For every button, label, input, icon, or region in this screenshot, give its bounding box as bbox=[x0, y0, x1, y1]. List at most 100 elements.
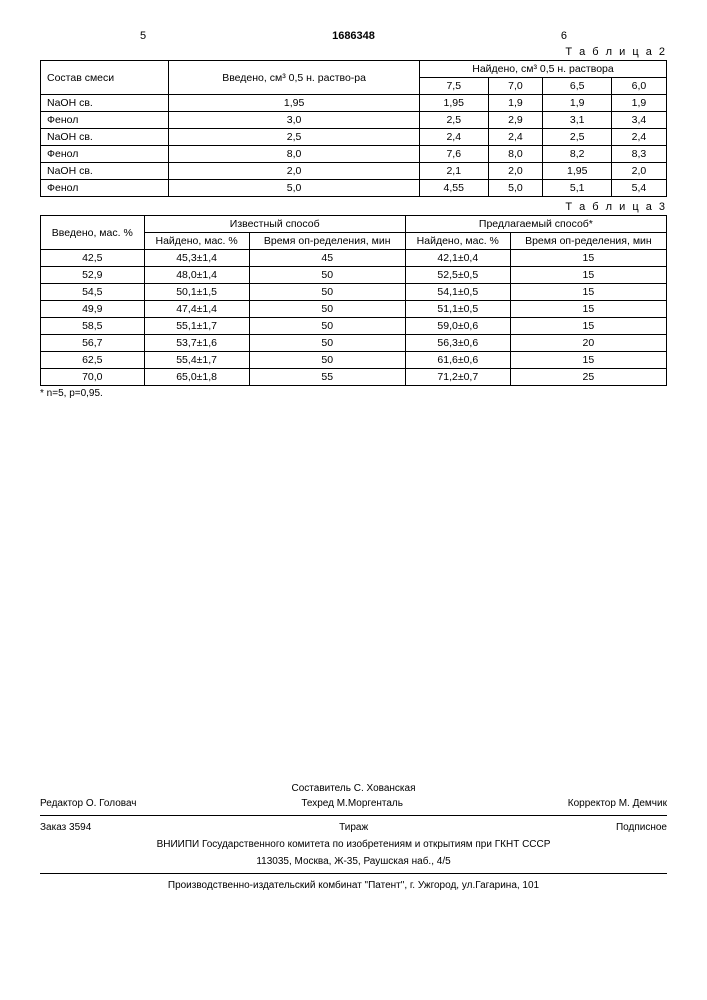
t3-kn: 50,1±1,5 bbox=[144, 284, 249, 301]
t3-predlag-header: Предлагаемый способ* bbox=[405, 216, 666, 233]
zakaz: Заказ 3594 bbox=[40, 820, 91, 835]
footer-divider-2 bbox=[40, 873, 667, 874]
t2-val: 2,4 bbox=[419, 129, 488, 146]
table-row: Фенол3,02,52,93,13,4 bbox=[41, 112, 667, 129]
blank-space bbox=[40, 399, 667, 779]
t3-kt: 50 bbox=[249, 352, 405, 369]
table-row: NaOH св.2,02,12,01,952,0 bbox=[41, 163, 667, 180]
t2-val: 3,4 bbox=[611, 112, 666, 129]
t2-val: 8,3 bbox=[611, 146, 666, 163]
t3-in: 49,9 bbox=[41, 301, 145, 318]
table-row: Фенол8,07,68,08,28,3 bbox=[41, 146, 667, 163]
doc-number: 1686348 bbox=[332, 30, 375, 42]
t3-pn: 52,5±0,5 bbox=[405, 267, 510, 284]
t3-kt: 50 bbox=[249, 301, 405, 318]
texred: Техред М.Моргенталь bbox=[301, 796, 403, 811]
table3-label: Т а б л и ц а 3 bbox=[40, 201, 667, 213]
page-num-right: 6 bbox=[561, 30, 567, 42]
t3-kn-header: Найдено, мас. % bbox=[144, 233, 249, 250]
t3-kn: 53,7±1,6 bbox=[144, 335, 249, 352]
t3-pn: 59,0±0,6 bbox=[405, 318, 510, 335]
t2-sub1: 7,5 bbox=[419, 78, 488, 95]
t3-in: 62,5 bbox=[41, 352, 145, 369]
t2-val: 4,55 bbox=[419, 180, 488, 197]
t2-val: 2,5 bbox=[419, 112, 488, 129]
t3-kt: 50 bbox=[249, 267, 405, 284]
t2-val: 1,9 bbox=[611, 95, 666, 112]
t2-val: 2,4 bbox=[488, 129, 543, 146]
header-page-numbers: 5 1686348 6 bbox=[40, 30, 667, 42]
t2-vvedeno: 2,0 bbox=[169, 163, 420, 180]
t3-pn: 42,1±0,4 bbox=[405, 250, 510, 267]
t3-in: 58,5 bbox=[41, 318, 145, 335]
t2-col1-header: Состав смеси bbox=[41, 61, 169, 95]
t3-pn: 71,2±0,7 bbox=[405, 369, 510, 386]
t2-vvedeno: 1,95 bbox=[169, 95, 420, 112]
t2-val: 2,0 bbox=[611, 163, 666, 180]
t3-in: 42,5 bbox=[41, 250, 145, 267]
t3-pt: 15 bbox=[510, 250, 666, 267]
t2-vvedeno: 5,0 bbox=[169, 180, 420, 197]
t2-val: 8,2 bbox=[543, 146, 612, 163]
t2-label: Фенол bbox=[41, 112, 169, 129]
table-row: 70,065,0±1,85571,2±0,725 bbox=[41, 369, 667, 386]
t3-in: 52,9 bbox=[41, 267, 145, 284]
t2-sub3: 6,5 bbox=[543, 78, 612, 95]
t2-vvedeno: 2,5 bbox=[169, 129, 420, 146]
t3-in: 54,5 bbox=[41, 284, 145, 301]
t2-vvedeno: 3,0 bbox=[169, 112, 420, 129]
table-row: 49,947,4±1,45051,1±0,515 bbox=[41, 301, 667, 318]
t2-val: 7,6 bbox=[419, 146, 488, 163]
t3-in: 70,0 bbox=[41, 369, 145, 386]
t2-val: 1,95 bbox=[543, 163, 612, 180]
t3-pt-header: Время оп-ределения, мин bbox=[510, 233, 666, 250]
t3-izvestny-header: Известный способ bbox=[144, 216, 405, 233]
t3-pn: 56,3±0,6 bbox=[405, 335, 510, 352]
table3: Введено, мас. % Известный способ Предлаг… bbox=[40, 215, 667, 386]
t2-val: 2,4 bbox=[611, 129, 666, 146]
redaktor: Редактор О. Головач bbox=[40, 796, 137, 811]
t2-val: 5,1 bbox=[543, 180, 612, 197]
t3-kt: 45 bbox=[249, 250, 405, 267]
org1: ВНИИПИ Государственного комитета по изоб… bbox=[40, 837, 667, 852]
t2-val: 2,9 bbox=[488, 112, 543, 129]
t2-label: Фенол bbox=[41, 180, 169, 197]
t3-kn: 45,3±1,4 bbox=[144, 250, 249, 267]
t3-kt: 50 bbox=[249, 318, 405, 335]
table2: Состав смеси Введено, см³ 0,5 н. раство-… bbox=[40, 60, 667, 197]
t3-kn: 47,4±1,4 bbox=[144, 301, 249, 318]
t2-val: 5,4 bbox=[611, 180, 666, 197]
footer-block: Составитель С. Хованская Редактор О. Гол… bbox=[40, 781, 667, 893]
t3-pt: 20 bbox=[510, 335, 666, 352]
t3-kt: 50 bbox=[249, 284, 405, 301]
table-row: NaOH св.1,951,951,91,91,9 bbox=[41, 95, 667, 112]
t2-sub2: 7,0 bbox=[488, 78, 543, 95]
t3-vvedeno-header: Введено, мас. % bbox=[41, 216, 145, 250]
t3-kn: 55,1±1,7 bbox=[144, 318, 249, 335]
t2-val: 1,95 bbox=[419, 95, 488, 112]
t3-pn-header: Найдено, мас. % bbox=[405, 233, 510, 250]
t3-pt: 25 bbox=[510, 369, 666, 386]
page-num-left: 5 bbox=[140, 30, 146, 42]
table-row: 56,753,7±1,65056,3±0,620 bbox=[41, 335, 667, 352]
podpisnoe: Подписное bbox=[616, 820, 667, 835]
t2-naideno-header: Найдено, см³ 0,5 н. раствора bbox=[419, 61, 666, 78]
table-row: 62,555,4±1,75061,6±0,615 bbox=[41, 352, 667, 369]
t2-val: 1,9 bbox=[543, 95, 612, 112]
t2-label: NaOH св. bbox=[41, 129, 169, 146]
t2-label: Фенол bbox=[41, 146, 169, 163]
t3-kn: 65,0±1,8 bbox=[144, 369, 249, 386]
t2-sub4: 6,0 bbox=[611, 78, 666, 95]
table-row: 58,555,1±1,75059,0±0,615 bbox=[41, 318, 667, 335]
org2: Производственно-издательский комбинат "П… bbox=[40, 878, 667, 893]
t3-pt: 15 bbox=[510, 267, 666, 284]
t3-pt: 15 bbox=[510, 352, 666, 369]
t3-pt: 15 bbox=[510, 301, 666, 318]
table-row: NaOH св.2,52,42,42,52,4 bbox=[41, 129, 667, 146]
t3-kt: 55 bbox=[249, 369, 405, 386]
table-row: 42,545,3±1,44542,1±0,415 bbox=[41, 250, 667, 267]
t2-vvedeno: 8,0 bbox=[169, 146, 420, 163]
t2-val: 5,0 bbox=[488, 180, 543, 197]
addr1: 113035, Москва, Ж-35, Раушская наб., 4/5 bbox=[40, 854, 667, 869]
table3-footnote: * n=5, p=0,95. bbox=[40, 388, 667, 399]
